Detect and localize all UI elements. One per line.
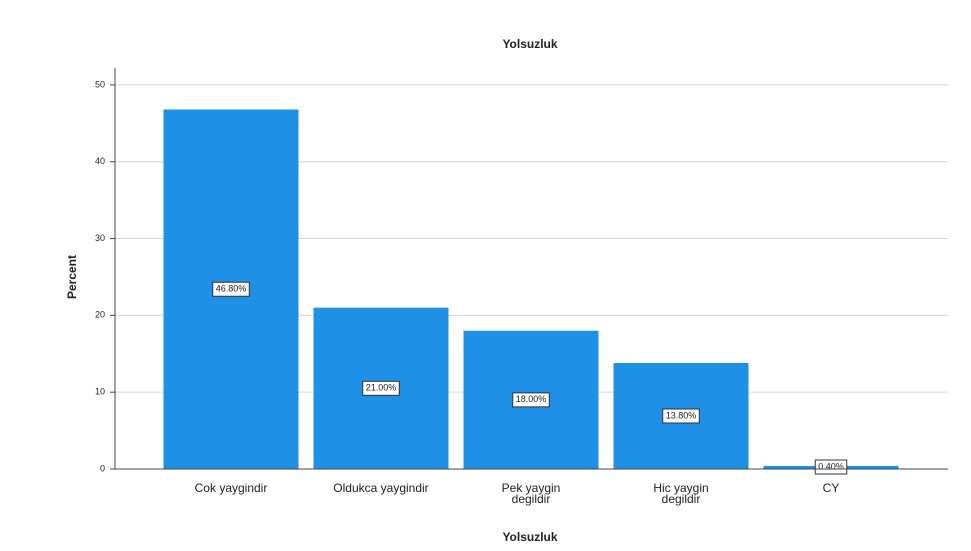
x-tick-label: CY (823, 481, 840, 495)
y-tick-label: 0 (100, 463, 105, 473)
chart-title: Yolsuzluk (502, 37, 557, 51)
value-label-box (814, 459, 848, 475)
value-label-box (512, 392, 550, 408)
y-tick-label: 10 (95, 387, 105, 397)
x-tick-label: Hic yaygin degildir (653, 481, 708, 506)
x-tick-label: Oldukca yaygindir (333, 481, 428, 495)
x-tick-label: Pek yaygin degildir (502, 481, 561, 506)
value-label: 13.80% (666, 410, 697, 420)
value-label-box (662, 408, 700, 424)
y-tick-label: 20 (95, 310, 105, 320)
y-tick-label: 30 (95, 233, 105, 243)
y-tick-label: 40 (95, 156, 105, 166)
y-axis-title: Percent (65, 255, 79, 299)
value-label: 18.00% (516, 394, 547, 404)
value-label: 21.00% (366, 383, 397, 393)
value-label-box (362, 380, 400, 396)
x-tick-label: Cok yaygindir (195, 481, 268, 495)
y-tick-label: 50 (95, 79, 105, 89)
x-axis-title: Yolsuzluk (502, 530, 557, 544)
value-label: 0.40% (818, 461, 844, 471)
value-label-box (212, 281, 250, 297)
value-label: 46.80% (216, 284, 247, 294)
